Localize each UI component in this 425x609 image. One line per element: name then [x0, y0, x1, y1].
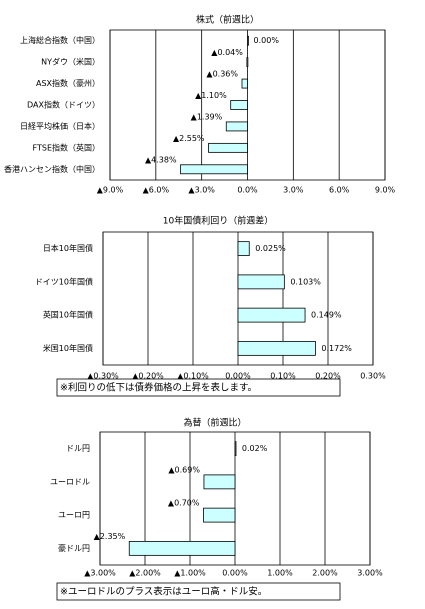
- category-label: 香港ハンセン指数（中国）: [4, 164, 100, 174]
- value-label: 0.025%: [255, 244, 286, 253]
- x-tick-label: 0.20%: [315, 372, 341, 381]
- category-label: NYダウ（米国）: [41, 57, 100, 67]
- x-tick-label: ▲1.00%: [174, 569, 206, 578]
- category-label: ユーロ円: [58, 511, 90, 520]
- x-tick-label: ▲3.00%: [84, 569, 116, 578]
- value-label: ▲0.36%: [206, 70, 238, 79]
- bar: [234, 441, 237, 457]
- x-tick-label: ▲2.00%: [129, 569, 161, 578]
- note: ※ユーロドルのプラス表示はユーロ高・ドル安。: [60, 586, 267, 598]
- bar: [247, 35, 249, 46]
- bar: [237, 307, 306, 323]
- value-label: 0.02%: [242, 444, 268, 453]
- value-label: ▲1.10%: [195, 91, 227, 100]
- category-label: 米国10年国債: [43, 343, 93, 353]
- bar: [128, 540, 236, 556]
- value-label: ▲0.69%: [168, 465, 200, 474]
- x-tick-label: 2.00%: [312, 569, 338, 578]
- x-tick-label: 0.00%: [222, 569, 248, 578]
- value-label: ▲2.55%: [173, 134, 205, 143]
- category-label: 英国10年国債: [43, 310, 93, 320]
- bar: [208, 142, 248, 153]
- chart-title: 為替（前週比）: [183, 417, 246, 429]
- x-tick-label: ▲0.10%: [177, 372, 209, 381]
- category-label: FTSE指数（英国）: [33, 142, 100, 152]
- chart-title: 株式（前週比）: [196, 14, 259, 26]
- category-label: 豪ドル円: [58, 543, 90, 553]
- bar: [237, 274, 285, 290]
- bar: [225, 121, 248, 132]
- chart-title: 10年国債利回り（前週差）: [163, 215, 273, 227]
- note-box: [56, 582, 341, 601]
- value-label: ▲2.35%: [94, 532, 126, 541]
- x-tick-label: ▲9.0%: [97, 186, 124, 195]
- value-label: ▲1.39%: [191, 112, 223, 121]
- bar: [237, 340, 316, 356]
- value-label: 0.103%: [290, 277, 321, 286]
- category-label: 上海総合指数（中国）: [20, 35, 100, 45]
- category-label: 日本10年国債: [43, 243, 93, 253]
- note: ※利回りの低下は債券価格の上昇を表します。: [60, 382, 257, 394]
- bar: [246, 57, 249, 68]
- x-tick-label: ▲0.20%: [132, 372, 164, 381]
- x-tick-label: ▲6.0%: [143, 186, 170, 195]
- bar: [237, 241, 250, 257]
- x-tick-label: 0.30%: [360, 372, 386, 381]
- bar: [203, 507, 236, 523]
- value-label: 0.149%: [311, 311, 342, 320]
- value-label: ▲4.38%: [145, 155, 177, 164]
- category-label: ドイツ10年国債: [35, 276, 93, 286]
- x-tick-label: 3.00%: [357, 569, 383, 578]
- value-label: 0.172%: [321, 344, 352, 353]
- x-tick-label: 0.0%: [237, 186, 258, 195]
- value-label: ▲0.70%: [168, 499, 200, 508]
- category-label: ASX指数（豪州）: [36, 78, 100, 88]
- x-tick-label: 6.0%: [329, 186, 350, 195]
- category-label: DAX指数（ドイツ）: [27, 100, 100, 110]
- bar: [203, 474, 236, 490]
- bar: [241, 78, 248, 89]
- value-label: ▲0.04%: [211, 48, 243, 57]
- x-tick-label: ▲3.0%: [188, 186, 215, 195]
- x-tick-label: 3.0%: [283, 186, 304, 195]
- category-label: 日経平均株価（日本）: [20, 121, 100, 131]
- x-tick-label: 9.0%: [375, 186, 396, 195]
- x-tick-label: ▲0.30%: [87, 372, 119, 381]
- x-tick-label: 0.00%: [225, 372, 251, 381]
- category-label: ドル円: [66, 444, 90, 453]
- note-box: [56, 378, 341, 397]
- value-label: 0.00%: [254, 36, 280, 45]
- bar: [180, 164, 248, 175]
- x-tick-label: 0.10%: [270, 372, 296, 381]
- x-tick-label: 1.00%: [267, 569, 293, 578]
- bar: [230, 100, 248, 110]
- category-label: ユーロドル: [50, 477, 90, 486]
